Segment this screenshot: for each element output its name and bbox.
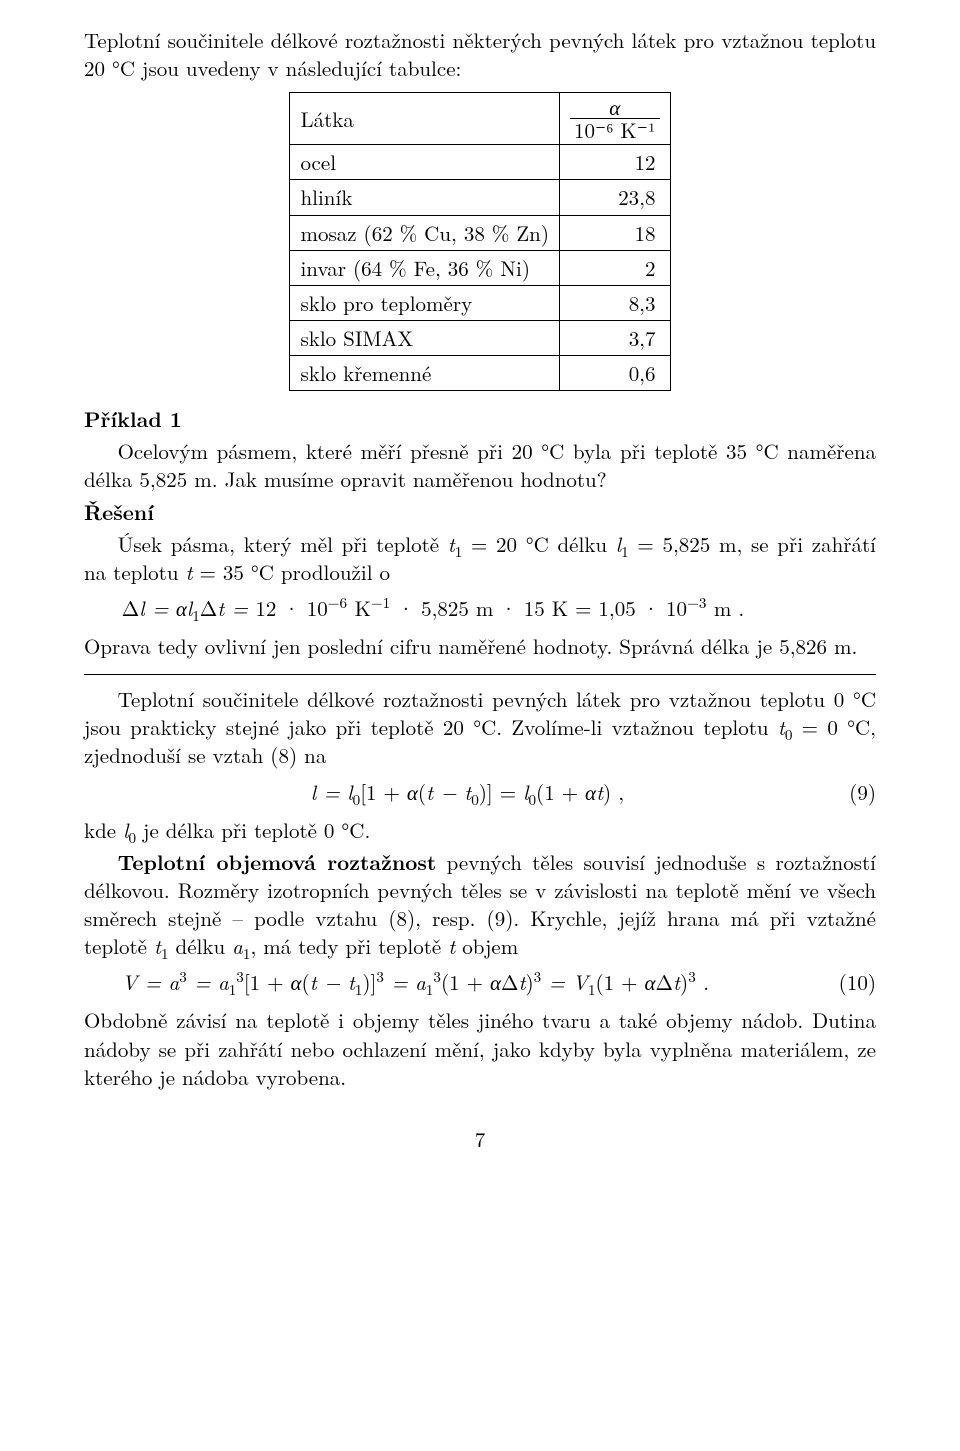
table-row: sklo SIMAX3,7 [290, 320, 670, 355]
th-substance: Látka [290, 93, 560, 145]
cell-label: ocel [290, 145, 560, 180]
solution-text: Úsek pásma, který měl při teplotě t1 = 2… [84, 530, 876, 586]
equation-delta-l: Δl = αl1Δt = 12 · 10−6 K−1 · 5,825 m · 1… [84, 594, 876, 622]
kde-line: kde l0 je délka při teplotě 0 °C. [84, 816, 876, 844]
cell-label: hliník [290, 180, 560, 215]
table-row: hliník23,8 [290, 180, 670, 215]
table-row: invar (64 % Fe, 36 % Ni)2 [290, 250, 670, 285]
cell-value: 0,6 [560, 356, 671, 391]
paragraph-after-rule: Teplotní součinitele délkové roztažnosti… [84, 685, 876, 769]
cell-value: 2 [560, 250, 671, 285]
separator-rule [84, 674, 876, 675]
equation-10-tag: (10) [813, 968, 876, 996]
cell-value: 12 [560, 145, 671, 180]
equation-9-tag: (9) [813, 778, 876, 806]
example-1-text: Ocelovým pásmem, které měří přesně při 2… [84, 437, 876, 493]
equation-10: V = a3 = a13[1 + α(t − t1)]3 = a13(1 + α… [84, 968, 876, 996]
volumetric-paragraph: Teplotní objemová roztažnost pevných těl… [84, 848, 876, 961]
table-row: sklo pro teploměry8,3 [290, 285, 670, 320]
intro-paragraph: Teplotní součinitele délkové roztažnosti… [84, 26, 876, 82]
alpha-unit: 10⁻⁶ K⁻¹ [570, 119, 660, 141]
cell-value: 23,8 [560, 180, 671, 215]
cell-value: 8,3 [560, 285, 671, 320]
last-paragraph: Obdobně závisí na teplotě i objemy těles… [84, 1006, 876, 1090]
table-header-row: Látka α 10⁻⁶ K⁻¹ [290, 93, 670, 145]
cell-label: sklo SIMAX [290, 320, 560, 355]
table-row: sklo křemenné0,6 [290, 356, 670, 391]
table-row: ocel12 [290, 145, 670, 180]
cell-label: mosaz (62 % Cu, 38 % Zn) [290, 215, 560, 250]
page-number: 7 [84, 1125, 876, 1153]
coefficients-table-wrap: Látka α 10⁻⁶ K⁻¹ ocel12 hliník23,8 mosaz… [84, 92, 876, 391]
table-row: mosaz (62 % Cu, 38 % Zn)18 [290, 215, 670, 250]
example-1-heading: Příklad 1 [84, 405, 876, 433]
cell-label: sklo pro teploměry [290, 285, 560, 320]
cell-label: sklo křemenné [290, 356, 560, 391]
equation-9: l = l0[1 + α(t − t0)] = l0(1 + αt) , (9) [84, 778, 876, 806]
after-eq1-text: Oprava tedy ovlivní jen poslední cifru n… [84, 632, 876, 660]
th-alpha: α 10⁻⁶ K⁻¹ [560, 93, 671, 145]
cell-label: invar (64 % Fe, 36 % Ni) [290, 250, 560, 285]
cell-value: 3,7 [560, 320, 671, 355]
solution-heading: Řešení [84, 498, 876, 526]
coefficients-table: Látka α 10⁻⁶ K⁻¹ ocel12 hliník23,8 mosaz… [289, 92, 670, 391]
cell-value: 18 [560, 215, 671, 250]
